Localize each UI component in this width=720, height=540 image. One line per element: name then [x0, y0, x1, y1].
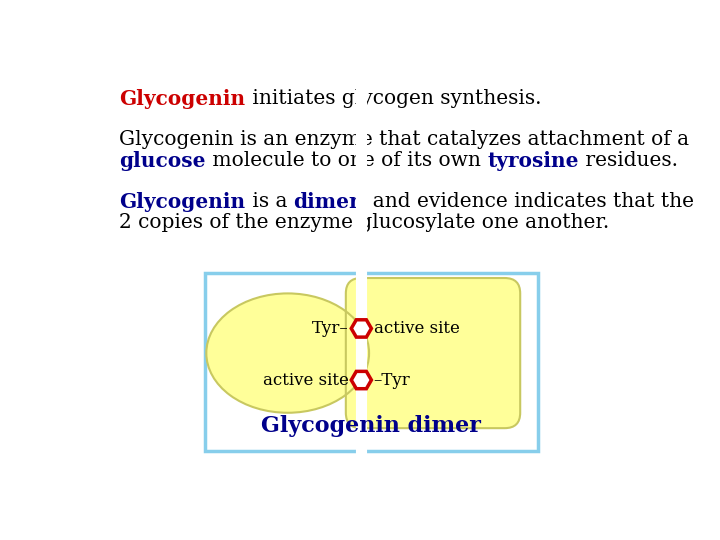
- Text: –Tyr: –Tyr: [374, 372, 410, 389]
- Text: active site: active site: [263, 372, 349, 389]
- Text: Glycogenin is an enzyme that catalyzes attachment of a: Glycogenin is an enzyme that catalyzes a…: [120, 130, 690, 149]
- FancyBboxPatch shape: [346, 278, 521, 428]
- Text: Tyr–: Tyr–: [312, 320, 349, 337]
- Text: molecule to one of its own: molecule to one of its own: [206, 151, 487, 170]
- Text: Glycogenin: Glycogenin: [120, 90, 246, 110]
- Ellipse shape: [207, 293, 369, 413]
- Text: active site: active site: [374, 320, 459, 337]
- Text: 2 copies of the enzyme glucosylate one another.: 2 copies of the enzyme glucosylate one a…: [120, 213, 610, 232]
- Polygon shape: [351, 372, 372, 389]
- Polygon shape: [351, 320, 372, 337]
- Text: dimer: dimer: [294, 192, 360, 212]
- Text: residues.: residues.: [579, 151, 678, 170]
- Text: tyrosine: tyrosine: [487, 151, 579, 171]
- Text: Glycogenin dimer: Glycogenin dimer: [261, 415, 481, 437]
- FancyBboxPatch shape: [204, 273, 538, 451]
- Text: initiates glycogen synthesis.: initiates glycogen synthesis.: [246, 90, 541, 109]
- Text: is a: is a: [246, 192, 294, 211]
- Text: , and evidence indicates that the: , and evidence indicates that the: [360, 192, 694, 211]
- Text: Glycogenin: Glycogenin: [120, 192, 246, 212]
- Text: glucose: glucose: [120, 151, 206, 171]
